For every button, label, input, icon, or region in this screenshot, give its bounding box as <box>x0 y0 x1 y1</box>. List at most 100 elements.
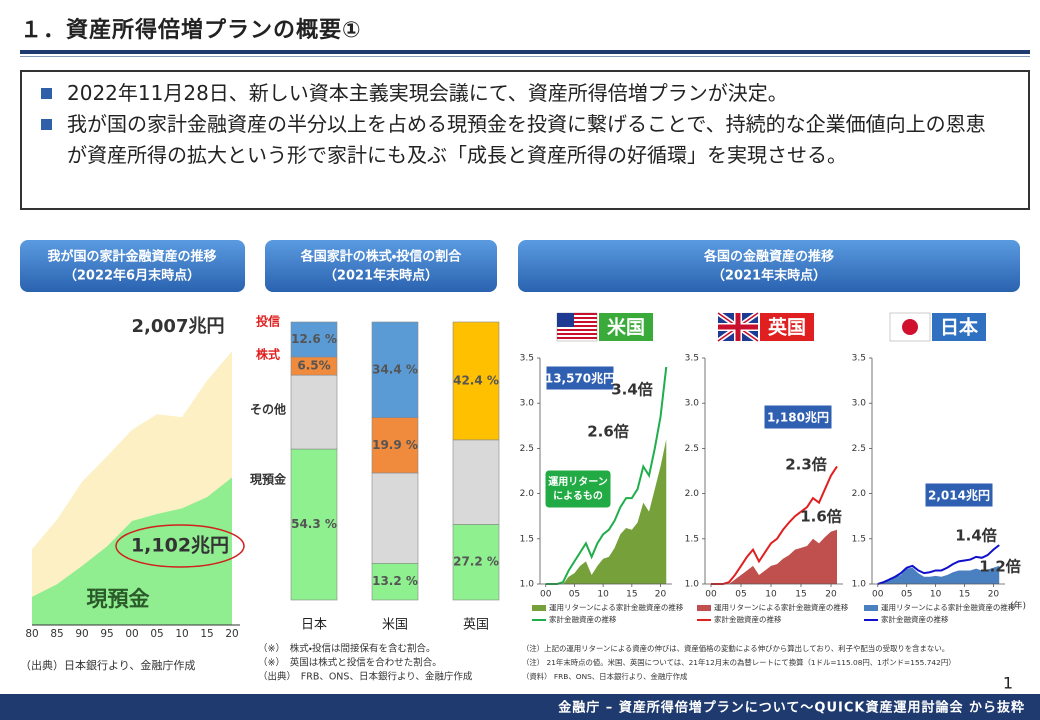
title-rule <box>20 50 1030 54</box>
flag <box>718 324 758 330</box>
bar-segment <box>371 321 419 418</box>
bullet-marker <box>41 88 52 99</box>
x-tick-label: 15 <box>959 590 970 600</box>
bar-segment <box>290 321 338 358</box>
x-tick-label: 10 <box>597 590 609 600</box>
bullet-text: 我が国の家計金融資産の半分以上を占める現預金を投資に繋げることで、持続的な企業価… <box>67 112 986 167</box>
y-tick-label: 2.0 <box>685 489 700 499</box>
x-tick-label: 85 <box>50 628 63 640</box>
panel-header: 各国家計の株式・投信の割合 （2021年末時点） <box>265 240 497 292</box>
x-tick-label: 80 <box>25 628 38 640</box>
legend-label: その他 <box>250 402 286 417</box>
flag <box>557 313 597 315</box>
annotation: 13,570兆円 <box>545 371 615 386</box>
annotation: 1,180兆円 <box>767 410 829 425</box>
annotation: 2,014兆円 <box>928 488 990 503</box>
x-tick-label: 05 <box>569 590 580 600</box>
legend-label: 運用リターンによる家計金融資産の推移 <box>714 602 849 612</box>
area <box>32 477 232 625</box>
legend-swatch <box>864 605 878 611</box>
y-tick-label: 1.0 <box>520 580 535 590</box>
flag <box>557 321 597 323</box>
area <box>545 439 667 584</box>
panel-title: 各国家計の株式・投信の割合 <box>300 249 462 265</box>
x-tick-label: 05 <box>150 628 163 640</box>
annotation-box <box>545 365 615 391</box>
annotation-box <box>924 482 994 508</box>
panel-header: 各国の金融資産の推移 （2021年末時点） <box>518 240 1020 292</box>
x-tick-label: 95 <box>100 628 113 640</box>
x-tick-label: 15 <box>626 590 637 600</box>
x-tick-label: 00 <box>872 590 884 600</box>
y-tick-label: 3.5 <box>685 354 699 364</box>
annotation: 3.4倍 <box>611 381 653 399</box>
flag <box>557 317 597 319</box>
annotation: 1.6倍 <box>800 508 842 526</box>
legend-label: 家計金融資産の推移 <box>714 614 782 624</box>
bullet-marker <box>41 119 52 130</box>
highlight-ring <box>115 524 245 568</box>
area <box>711 529 837 584</box>
bar-segment <box>452 321 500 441</box>
value-label: 13.2 % <box>372 574 418 588</box>
panel-title: 我が国の家計金融資産の推移 <box>47 249 216 265</box>
x-tick-label: 10 <box>175 628 188 640</box>
source-note: （出典）日本銀行より、金融庁作成 <box>20 658 195 672</box>
x-tick-label: 20 <box>225 628 238 640</box>
value-label: 19.9 % <box>372 438 418 452</box>
legend-swatch <box>532 605 546 611</box>
x-tick-label: 00 <box>125 628 138 640</box>
title-rule <box>20 56 1030 57</box>
note: （資料） FRB、ONS、日本銀行より、金融庁作成 <box>522 672 688 681</box>
country-title: 米国 <box>607 316 645 339</box>
y-tick-label: 1.5 <box>685 534 699 544</box>
legend-label: 家計金融資産の推移 <box>549 614 617 624</box>
page-number: 1 <box>1003 674 1013 693</box>
footer-text: 金融庁 – 資産所得倍増プランについて～QUICK資産運用討論会 から抜粋 <box>558 700 1025 716</box>
x-tick-label: 15 <box>200 628 213 640</box>
y-tick-label: 2.0 <box>852 489 867 499</box>
y-tick-label: 2.5 <box>520 444 534 454</box>
value-label: 54.3 % <box>291 517 337 531</box>
panel-subtitle: （2021年末時点） <box>324 268 438 284</box>
annotation: 1,102兆円 <box>131 535 229 557</box>
country-box <box>760 313 814 341</box>
flag <box>557 313 574 327</box>
annotation: 2.6倍 <box>587 423 629 441</box>
y-tick-label: 3.0 <box>520 399 535 409</box>
panel-pill <box>265 240 497 292</box>
value-label: 12.6 % <box>291 332 337 346</box>
flag <box>557 333 597 335</box>
note-text: によるもの <box>553 490 603 502</box>
x-tick-label: 00 <box>705 590 717 600</box>
bar-segment <box>290 448 338 601</box>
area <box>877 565 1000 584</box>
flag <box>557 325 597 327</box>
bar-segment <box>371 563 419 601</box>
annotation: 2,007兆円 <box>132 316 225 337</box>
annotation: 1.2倍 <box>979 558 1021 576</box>
panel-subtitle: （2021年末時点） <box>712 268 826 284</box>
panel-pill <box>518 240 1020 292</box>
x-tick-label: 20 <box>655 590 667 600</box>
bullet: 2022年11月28日、新しい資本主義実現会議にて、資産所得倍増プランが決定。 <box>41 78 997 109</box>
annotation-box <box>763 404 833 430</box>
note: （注） 21年末時点の値。米国、英国については、21年12月末の為替レートにて換… <box>522 658 956 667</box>
panel-pill <box>20 240 245 292</box>
legend-label: 株式 <box>256 347 280 362</box>
x-tick-label: 15 <box>795 590 806 600</box>
flag <box>557 337 597 339</box>
country-title: 英国 <box>768 316 806 339</box>
y-tick-label: 1.5 <box>520 534 534 544</box>
y-tick-label: 1.0 <box>852 580 867 590</box>
bullet: 我が国の家計金融資産の半分以上を占める現預金を投資に繋げることで、持続的な企業価… <box>41 109 997 171</box>
slide-title: １．資産所得倍増プランの概要① <box>20 18 362 43</box>
panel-header: 我が国の家計金融資産の推移 （2022年6月末時点） <box>20 240 245 292</box>
line <box>877 544 1000 585</box>
x-tick-label: 05 <box>735 590 746 600</box>
note: （※） 英国は株式と投信を合わせた割合。 <box>258 657 442 669</box>
panel-title: 各国の金融資産の推移 <box>703 249 834 265</box>
y-tick-label: 2.5 <box>685 444 699 454</box>
